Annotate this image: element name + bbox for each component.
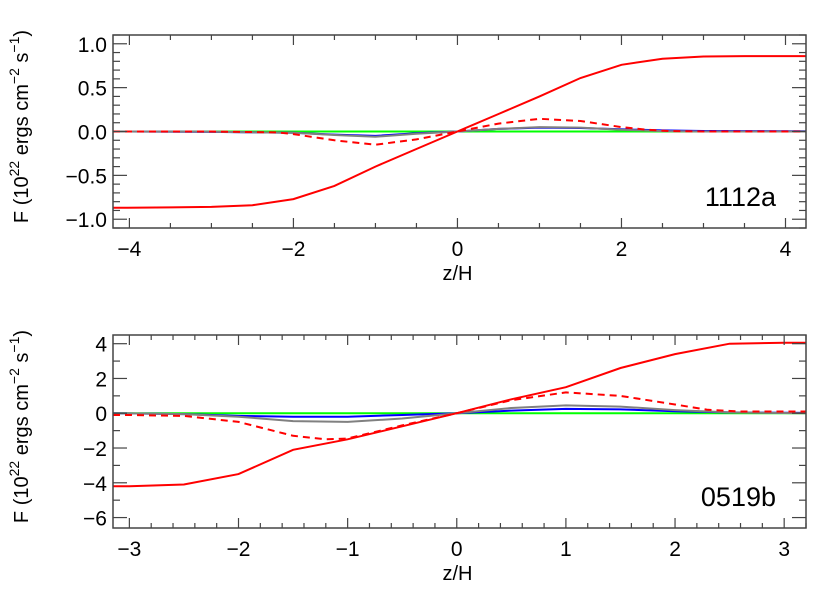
y-axis-label: F (1022 ergs cm−2 s−1) — [6, 330, 33, 523]
x-tick-label: 0 — [451, 538, 463, 561]
x-tick-label: 2 — [669, 538, 681, 561]
y-tick-label: 0 — [95, 403, 107, 426]
panel-annotation: 0519b — [701, 482, 776, 512]
y-tick-label: 4 — [95, 334, 107, 357]
y-tick-label: 0.5 — [78, 78, 107, 101]
y-tick-label: 1.0 — [78, 34, 107, 57]
y-axis-label-part: −1 — [6, 336, 22, 352]
plot-frame — [112, 334, 807, 529]
y-tick-label: −4 — [83, 473, 107, 496]
y-axis-label-part: s — [11, 353, 33, 369]
panel-0519b: −3 −2 −1 0 1 2 3 −6 −4 −2 0 2 4 z/H 0519b F (1022 ergs … — [6, 330, 807, 585]
x-tick-label: 4 — [780, 238, 792, 261]
y-axis-label-part: F (10 — [11, 176, 33, 223]
x-tick-label: 3 — [778, 538, 790, 561]
x-tick-label: −2 — [227, 538, 251, 561]
panel-1112a: −4 −2 0 2 4 −1.0 −0.5 0.0 0.5 1.0 z/H 1112a F (1022 … — [6, 30, 807, 285]
x-tick-label: −4 — [117, 238, 141, 261]
y-axis-label-part: −2 — [6, 68, 22, 84]
y-axis-label-part: −1 — [6, 36, 22, 52]
y-axis-label-part: F (10 — [11, 476, 33, 523]
series-line-3 — [113, 391, 806, 441]
x-tick-label: 1 — [560, 538, 572, 561]
y-tick-label: 0.0 — [78, 122, 107, 145]
series-line-3 — [113, 117, 806, 146]
y-axis-label-part: ) — [11, 30, 33, 37]
x-tick-label: 0 — [452, 238, 464, 261]
y-axis-label-part: ) — [11, 330, 33, 337]
series-line-4 — [113, 55, 806, 209]
y-tick-label: 2 — [95, 368, 107, 391]
x-axis-label: z/H — [443, 563, 473, 585]
y-tick-label: −0.5 — [66, 165, 107, 188]
y-tick-label: −2 — [83, 438, 107, 461]
y-tick-label: −1.0 — [66, 209, 107, 232]
y-axis-label-part: ergs cm — [11, 384, 33, 461]
y-axis-label-part: 22 — [6, 461, 22, 477]
x-tick-label: −3 — [117, 538, 141, 561]
y-axis-label-part: 22 — [6, 161, 22, 177]
y-tick-label: −6 — [83, 508, 107, 531]
x-tick-label: −1 — [336, 538, 360, 561]
y-axis-label-part: s — [11, 53, 33, 69]
series-line-4 — [113, 341, 806, 488]
x-tick-label: −2 — [281, 238, 305, 261]
x-axis-label: z/H — [443, 263, 473, 285]
y-axis-label-part: −2 — [6, 368, 22, 384]
y-axis-label: F (1022 ergs cm−2 s−1) — [6, 30, 33, 223]
panel-annotation: 1112a — [705, 182, 777, 212]
y-axis-label-part: ergs cm — [11, 84, 33, 161]
x-tick-label: 2 — [616, 238, 628, 261]
